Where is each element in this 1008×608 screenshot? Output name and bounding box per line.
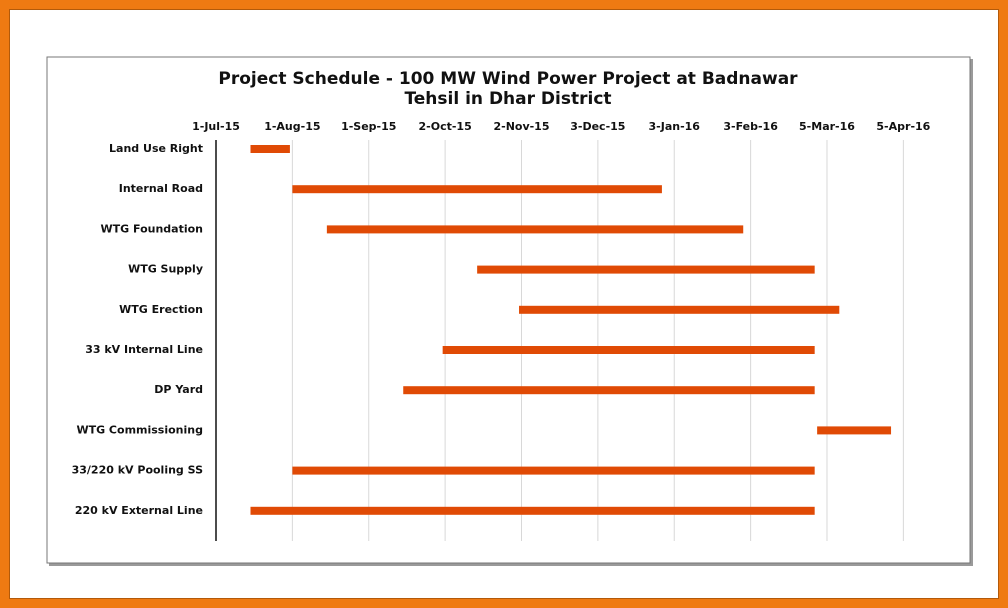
x-tick-label: 3-Jan-16: [649, 120, 701, 133]
bar: [817, 426, 892, 435]
x-tick-label: 1-Sep-15: [341, 120, 396, 133]
x-tick-label: 2-Oct-15: [419, 120, 472, 133]
y-tick-label: WTG Erection: [119, 303, 203, 316]
x-tick-label: 3-Dec-15: [570, 120, 625, 133]
bar: [403, 386, 815, 395]
bar: [250, 145, 290, 153]
y-tick-label: Land Use Right: [109, 142, 203, 155]
y-tick-label: 33/220 kV Pooling SS: [72, 464, 203, 477]
bar: [477, 265, 815, 274]
x-tick-label: 1-Aug-15: [264, 120, 320, 133]
bar: [519, 305, 840, 314]
bar: [326, 225, 744, 234]
x-tick-label: 5-Apr-16: [876, 120, 930, 133]
y-tick-label: WTG Foundation: [101, 222, 204, 235]
y-tick-label: WTG Supply: [128, 263, 203, 276]
bar: [292, 466, 815, 475]
y-tick-label: 220 kV External Line: [75, 504, 203, 517]
bar: [292, 185, 662, 194]
y-tick-label: Internal Road: [119, 182, 203, 195]
y-tick-label: 33 kV Internal Line: [85, 343, 203, 356]
bar: [442, 346, 815, 354]
y-tick-label: WTG Commissioning: [76, 423, 203, 436]
chart-title: Project Schedule - 100 MW Wind Power Pro…: [218, 69, 798, 89]
x-tick-label: 3-Feb-16: [723, 120, 778, 133]
x-tick-label: 1-Jul-15: [192, 120, 240, 133]
x-tick-label: 2-Nov-15: [493, 120, 549, 133]
y-tick-label: DP Yard: [154, 383, 203, 396]
x-tick-label: 5-Mar-16: [799, 120, 855, 133]
chart-title: Tehsil in Dhar District: [404, 89, 611, 109]
bar: [250, 506, 815, 515]
